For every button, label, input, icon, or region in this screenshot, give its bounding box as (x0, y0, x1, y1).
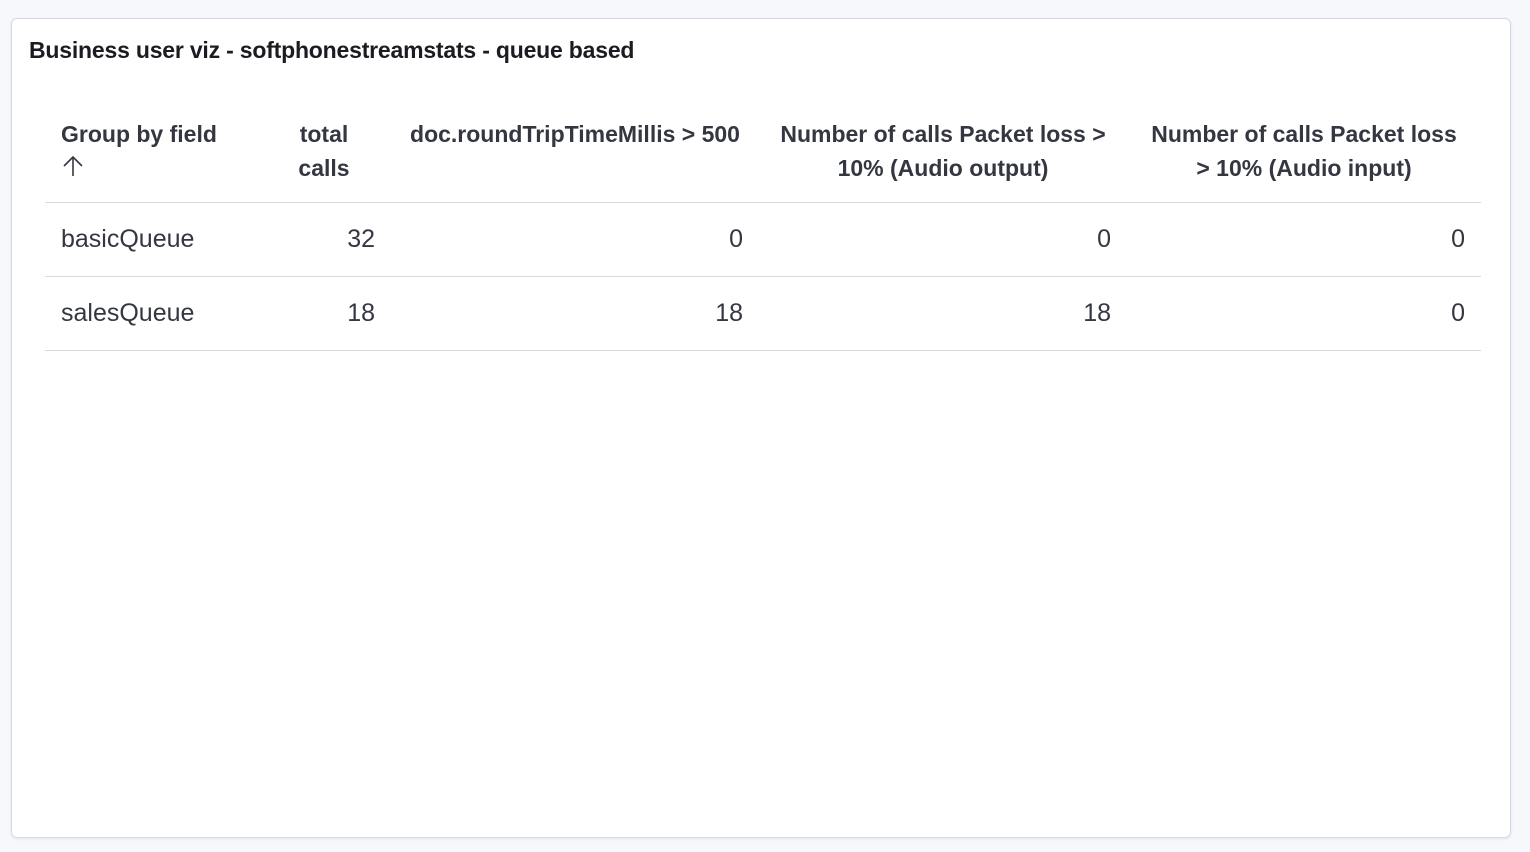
table-cell-group[interactable]: salesQueue (45, 276, 257, 351)
table-cell-total-calls: 18 (257, 276, 391, 351)
column-header-label: Number of calls Packet loss > 10% (Audio… (1151, 121, 1457, 181)
table-cell-packet-loss-output: 0 (759, 202, 1127, 277)
table-cell-round-trip-time: 0 (391, 202, 759, 277)
table-cell-packet-loss-input: 0 (1127, 202, 1481, 277)
column-header-label: doc.roundTripTimeMillis > 500 (410, 121, 740, 147)
column-header-packet-loss-audio-input[interactable]: Number of calls Packet loss > 10% (Audio… (1127, 107, 1481, 203)
column-header-label: total calls (298, 121, 350, 181)
table-cell-packet-loss-input: 0 (1127, 276, 1481, 351)
table-cell-packet-loss-output: 18 (759, 276, 1127, 351)
column-header-label: Group by field (61, 121, 217, 147)
table-row: basicQueue 32 0 0 0 (45, 202, 1481, 277)
table-cell-round-trip-time: 18 (391, 276, 759, 351)
table-row: salesQueue 18 18 18 0 (45, 276, 1481, 351)
data-table: Group by field total calls doc.roundTrip… (45, 107, 1481, 351)
column-header-group-by-field[interactable]: Group by field (45, 107, 257, 203)
panel-title: Business user viz - softphonestreamstats… (29, 37, 635, 63)
column-header-label: Number of calls Packet loss > 10% (Audio… (780, 121, 1106, 181)
table-cell-total-calls: 32 (257, 202, 391, 277)
column-header-total-calls[interactable]: total calls (257, 107, 391, 203)
column-header-packet-loss-audio-output[interactable]: Number of calls Packet loss > 10% (Audio… (759, 107, 1127, 203)
table-cell-group[interactable]: basicQueue (45, 202, 257, 277)
column-header-round-trip-time[interactable]: doc.roundTripTimeMillis > 500 (391, 107, 759, 203)
sort-ascending-arrow-icon[interactable] (61, 153, 85, 179)
table-header-row: Group by field total calls doc.roundTrip… (45, 107, 1481, 203)
visualization-panel: Business user viz - softphonestreamstats… (11, 18, 1511, 838)
